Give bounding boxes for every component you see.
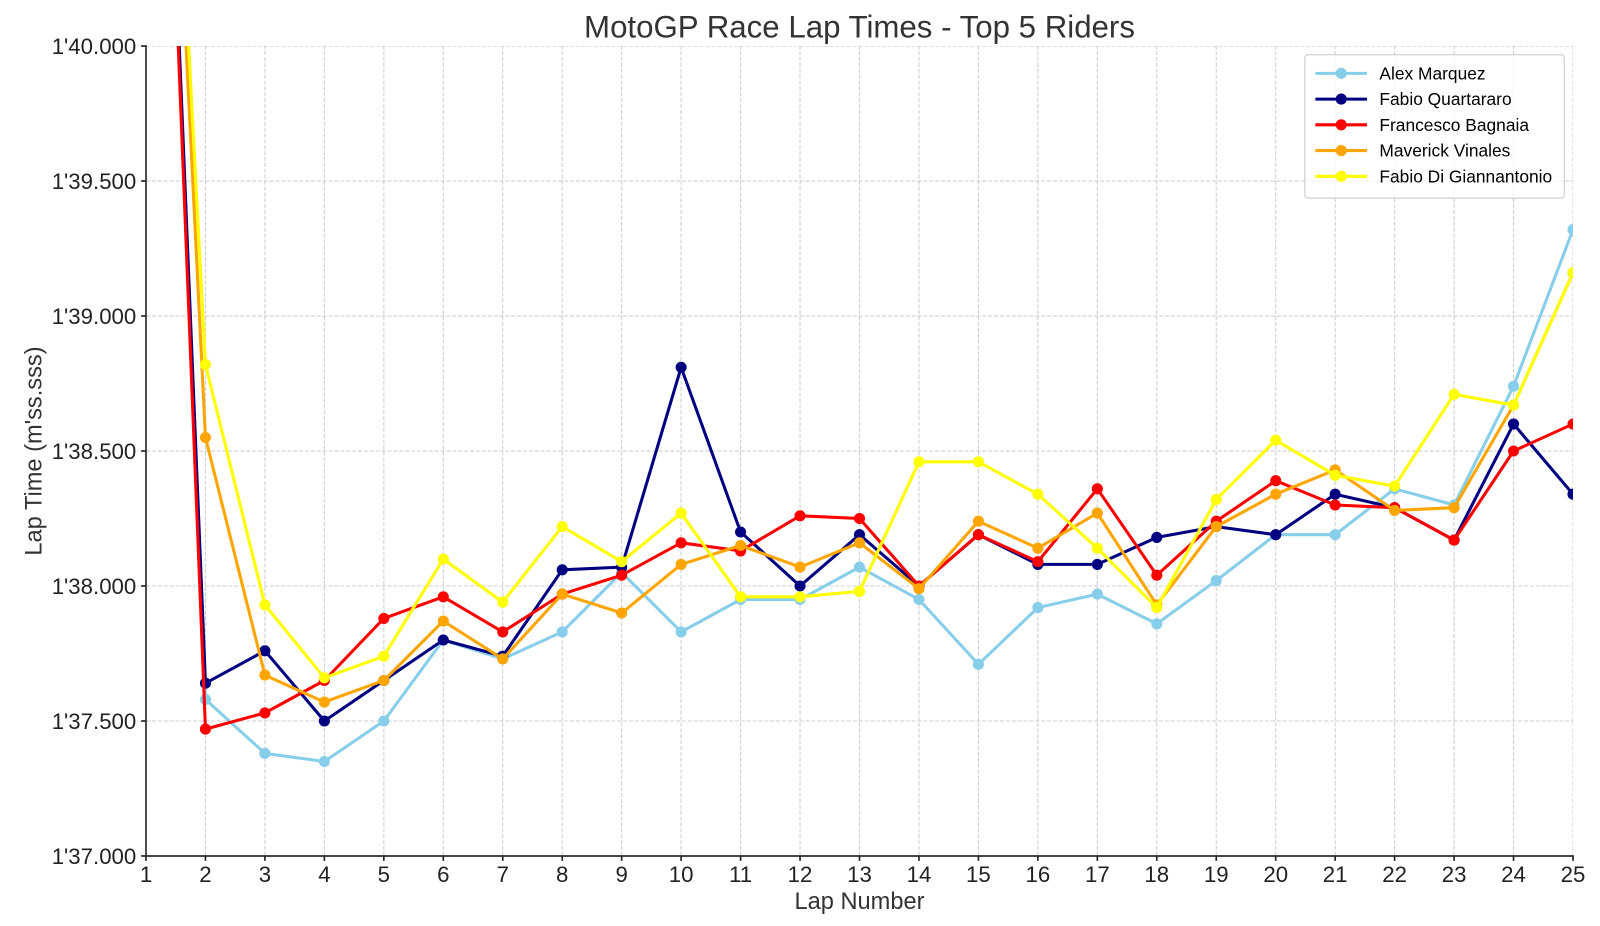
svg-text:6: 6	[437, 862, 449, 887]
svg-text:14: 14	[907, 862, 932, 887]
svg-text:10: 10	[669, 862, 694, 887]
svg-text:20: 20	[1263, 862, 1288, 887]
svg-text:8: 8	[556, 862, 568, 887]
svg-text:2: 2	[199, 862, 211, 887]
svg-text:Lap Time (m'ss.sss): Lap Time (m'ss.sss)	[21, 346, 47, 555]
svg-text:Lap Number: Lap Number	[795, 889, 925, 915]
svg-text:1'37.500: 1'37.500	[52, 709, 137, 734]
svg-text:1'38.500: 1'38.500	[52, 439, 137, 464]
svg-text:Fabio Di Giannantonio: Fabio Di Giannantonio	[1379, 166, 1552, 186]
svg-text:Maverick Vinales: Maverick Vinales	[1379, 141, 1510, 161]
svg-text:17: 17	[1085, 862, 1110, 887]
svg-text:7: 7	[497, 862, 509, 887]
svg-text:21: 21	[1323, 862, 1348, 887]
svg-text:MotoGP Race Lap Times - Top 5: MotoGP Race Lap Times - Top 5 Riders	[584, 10, 1135, 45]
svg-text:1'40.000: 1'40.000	[52, 34, 137, 59]
svg-text:25: 25	[1561, 862, 1586, 887]
svg-text:Fabio Quartararo: Fabio Quartararo	[1379, 89, 1511, 109]
svg-text:4: 4	[318, 862, 330, 887]
svg-text:18: 18	[1144, 862, 1169, 887]
svg-text:1: 1	[140, 862, 152, 887]
svg-text:19: 19	[1204, 862, 1229, 887]
svg-text:23: 23	[1442, 862, 1467, 887]
svg-text:15: 15	[966, 862, 991, 887]
svg-text:3: 3	[259, 862, 271, 887]
svg-text:11: 11	[729, 862, 752, 887]
svg-text:9: 9	[615, 862, 627, 887]
svg-text:12: 12	[788, 862, 813, 887]
svg-text:1'38.000: 1'38.000	[52, 574, 137, 599]
svg-text:Alex Marquez: Alex Marquez	[1379, 63, 1485, 83]
svg-text:1'39.000: 1'39.000	[52, 304, 137, 329]
svg-text:5: 5	[378, 862, 390, 887]
svg-text:13: 13	[847, 862, 872, 887]
svg-text:Francesco Bagnaia: Francesco Bagnaia	[1379, 115, 1529, 135]
svg-text:22: 22	[1382, 862, 1407, 887]
svg-text:1'37.000: 1'37.000	[52, 844, 137, 869]
svg-text:24: 24	[1501, 862, 1526, 887]
svg-text:16: 16	[1026, 862, 1051, 887]
svg-text:1'39.500: 1'39.500	[52, 169, 137, 194]
